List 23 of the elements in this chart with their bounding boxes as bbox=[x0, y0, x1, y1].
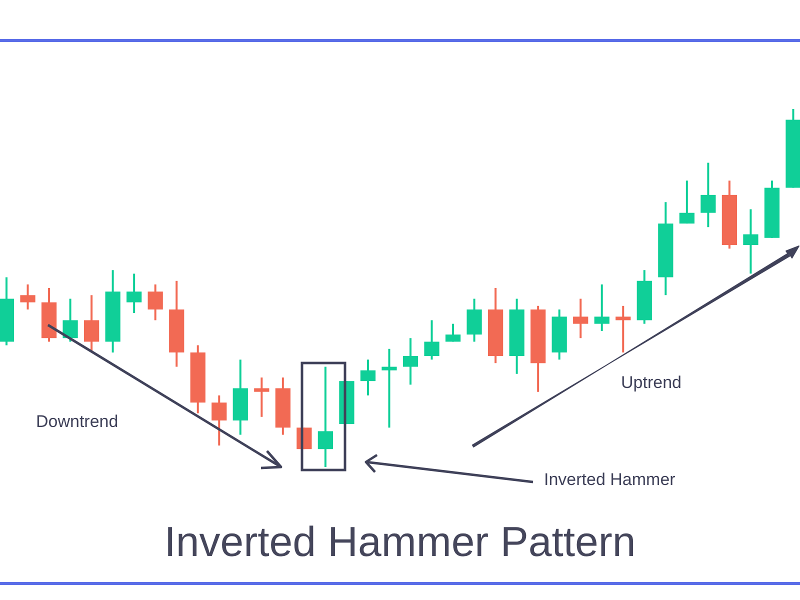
candlestick bbox=[402, 337, 418, 386]
candlestick bbox=[382, 348, 397, 429]
candlestick bbox=[360, 358, 376, 396]
text: Inverted Hammer bbox=[544, 470, 676, 490]
candlestick bbox=[318, 366, 334, 467]
candlestick bbox=[148, 283, 163, 322]
candlestick bbox=[254, 376, 270, 418]
candlestick bbox=[594, 283, 610, 332]
candlestick bbox=[84, 294, 100, 354]
candlestick bbox=[20, 283, 36, 310]
text: Inverted Hammer Pattern bbox=[163, 518, 637, 566]
candlestick bbox=[679, 180, 694, 225]
candlestick bbox=[616, 304, 631, 354]
candlestick bbox=[700, 162, 716, 228]
candlestick bbox=[62, 298, 78, 343]
candlestick bbox=[573, 298, 588, 340]
candlestick bbox=[212, 394, 227, 447]
annotation: Uptrend bbox=[621, 373, 682, 393]
candlestick bbox=[445, 322, 461, 343]
candlestick bbox=[424, 319, 440, 361]
candlestick bbox=[126, 272, 142, 314]
candlestick bbox=[743, 208, 758, 275]
annotation: Downtrend bbox=[36, 412, 118, 432]
